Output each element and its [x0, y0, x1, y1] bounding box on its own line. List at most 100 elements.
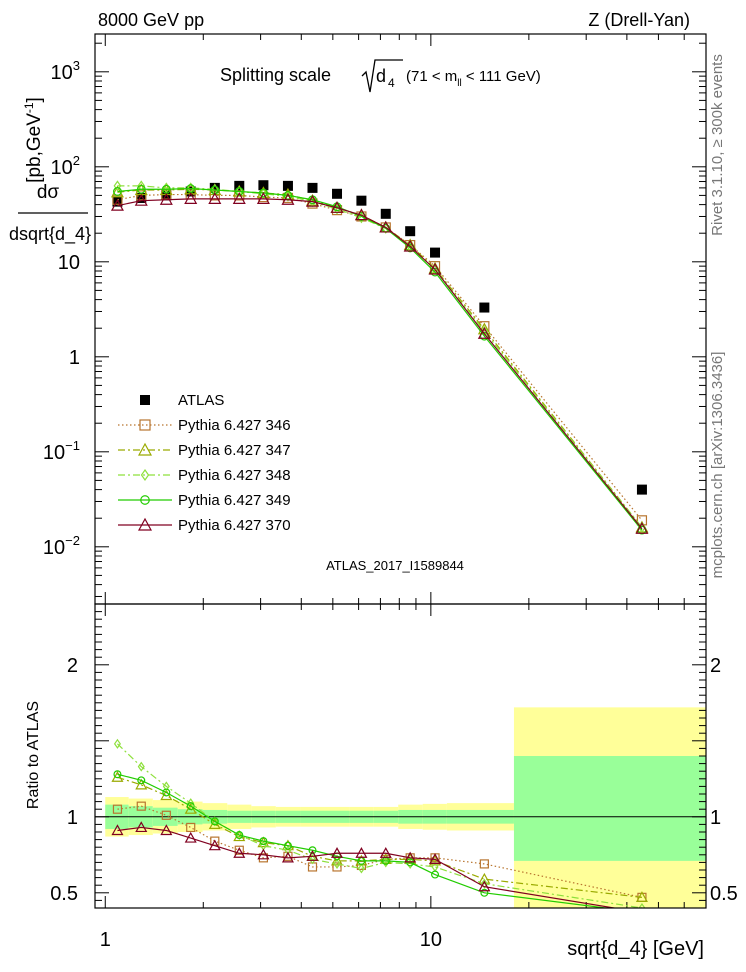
data-point	[136, 192, 147, 203]
ratio-point	[332, 862, 342, 872]
legend-marker	[137, 442, 153, 456]
legend-marker	[139, 419, 151, 431]
series-pythia-6-427-349	[113, 184, 647, 535]
data-point	[332, 188, 343, 199]
ratio-point	[113, 770, 122, 779]
y-tick-label: 10−1	[43, 438, 80, 464]
legend-marker	[140, 495, 150, 505]
ratio-line	[117, 776, 643, 898]
data-point	[330, 201, 344, 213]
ratio-uncertainty-bands	[105, 707, 706, 908]
ratio-point	[210, 817, 219, 826]
ratio-point	[136, 801, 146, 811]
legend: ATLAS Pythia 6.427 346 Pythia 6.427 347 Pyt…	[118, 392, 291, 534]
ratio-point	[111, 824, 124, 836]
ratio-point	[137, 776, 146, 785]
y-tick-label: 10−2	[43, 533, 80, 559]
legend-label: Pythia 6.427 370	[178, 517, 291, 534]
data-point	[234, 187, 244, 196]
data-point	[258, 180, 269, 191]
data-point	[477, 326, 491, 339]
ratio-series-pythia-6-427-349	[113, 770, 611, 908]
data-point	[137, 180, 146, 192]
ratio-point	[187, 798, 195, 809]
ratio-point	[235, 831, 244, 840]
ratio-point	[186, 822, 196, 833]
legend-entry: Pythia 6.427 349	[118, 492, 291, 509]
series-line	[117, 193, 643, 521]
ratio-point	[112, 804, 123, 814]
ratio-point	[330, 847, 344, 858]
inner-band	[513, 756, 706, 861]
data-point	[636, 515, 648, 526]
data-point	[403, 239, 417, 252]
ratio-point	[233, 847, 246, 858]
ratio-point	[404, 853, 417, 864]
header-right: Z (Drell-Yan)	[588, 10, 690, 30]
legend-marker	[140, 395, 150, 405]
ratio-point	[480, 878, 488, 889]
legend-entry: Pythia 6.427 348	[118, 467, 291, 484]
ratio-point	[281, 851, 294, 863]
ratio-point	[333, 858, 341, 869]
data-point	[354, 208, 368, 221]
ratio-y-tick-label-right: 2	[710, 655, 721, 677]
plot-title-main: Splitting scale	[220, 65, 331, 85]
y-tick-label: 10	[58, 252, 80, 274]
rivet-label: Rivet 3.1.10, ≥ 300k events	[709, 54, 726, 236]
ratio-point	[308, 854, 317, 865]
ratio-point	[135, 821, 148, 833]
data-point	[232, 192, 246, 204]
ratio-panel-frame	[94, 603, 707, 909]
ratio-point	[635, 891, 648, 902]
ratio-point	[431, 870, 440, 879]
data-point	[356, 195, 367, 206]
ratio-y-tick-label: 2	[67, 655, 78, 677]
series-line	[117, 198, 643, 530]
data-point	[256, 192, 270, 204]
data-point	[159, 193, 173, 205]
legend-label: Pythia 6.427 347	[178, 442, 291, 459]
ratio-point	[306, 850, 319, 861]
legend-entry: ATLAS	[140, 392, 224, 409]
x-tick-label: 10	[420, 929, 442, 951]
ratio-point	[161, 810, 171, 820]
ratio-series-pythia-6-427-370	[111, 821, 618, 908]
plot-title-symbol: d	[376, 66, 386, 86]
ratio-point	[208, 839, 221, 851]
data-point	[113, 180, 122, 192]
legend-label: Pythia 6.427 349	[178, 492, 291, 509]
data-point	[110, 198, 124, 211]
data-point	[479, 302, 490, 313]
y-axis-label-numerator: dσ	[37, 182, 60, 203]
ratio-point	[478, 880, 491, 892]
legend-entry: Pythia 6.427 347	[118, 442, 291, 459]
ratio-point	[404, 851, 417, 863]
main-panel-series	[110, 180, 649, 535]
y-axis-label-units: [pb,GeV-1]	[22, 97, 45, 183]
y-axis-label: dσ dsqrt{d_4} [pb,GeV-1]	[9, 97, 91, 245]
series-atlas	[112, 180, 647, 495]
ratio-point	[234, 845, 244, 855]
legend-label: Pythia 6.427 346	[178, 417, 291, 434]
ratio-point	[162, 781, 170, 792]
data-point	[405, 226, 416, 237]
data-point	[235, 185, 244, 198]
ratio-point	[137, 761, 145, 772]
ratio-point	[113, 738, 121, 749]
ratio-line	[117, 743, 643, 908]
ratio-point	[257, 848, 270, 860]
legend-marker	[140, 468, 150, 482]
series-line	[117, 187, 643, 531]
plot-title: Splitting scale d 4 (71 < mll < 111 GeV)	[220, 59, 541, 93]
ratio-y-tick-label-right: 1	[710, 807, 721, 829]
legend-entry: Pythia 6.427 346	[118, 417, 291, 434]
data-point	[428, 262, 442, 275]
data-point	[305, 194, 320, 207]
ratio-line	[117, 805, 643, 898]
data-point	[281, 193, 295, 205]
legend-label: ATLAS	[178, 392, 224, 409]
data-point	[429, 261, 441, 272]
